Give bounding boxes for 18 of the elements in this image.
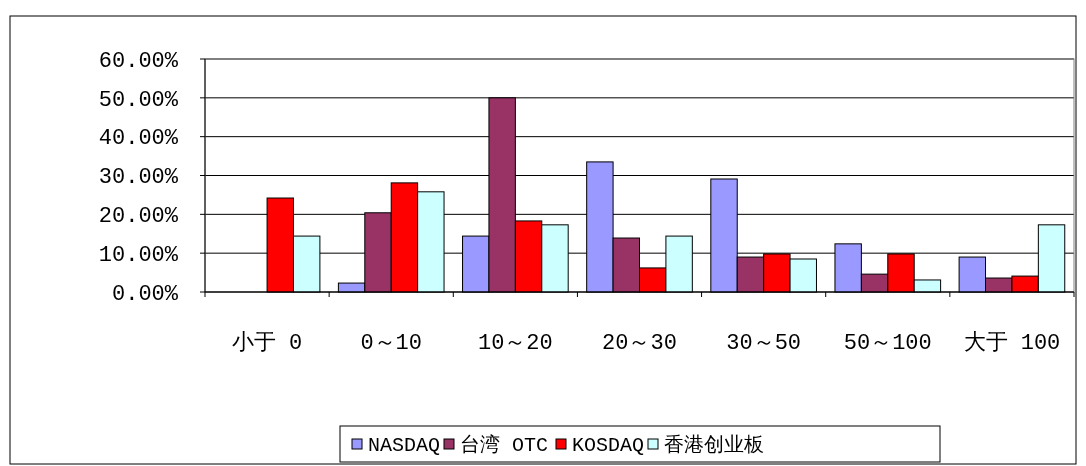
x-tick-label: 小于 0 <box>231 330 303 356</box>
y-tick-label: 50.00% <box>98 87 179 113</box>
y-tick-label: 20.00% <box>98 204 179 230</box>
x-tick-label: 0～10 <box>360 331 423 356</box>
legend-label: NASDAQ <box>368 434 441 457</box>
x-tick-label: 10～20 <box>477 331 553 356</box>
x-tick-label: 30～50 <box>726 331 802 356</box>
x-tick-label: 20～30 <box>602 331 677 356</box>
y-tick-label: 40.00% <box>98 126 179 152</box>
x-tick-label: 大于 100 <box>963 330 1061 356</box>
y-tick-label: 60.00% <box>98 48 179 74</box>
legend-label: 香港创业板 <box>664 434 764 457</box>
legend-label: 台湾 OTC <box>460 434 549 457</box>
legend-label: KOSDAQ <box>572 434 645 457</box>
y-tick-label: 10.00% <box>98 242 179 268</box>
x-tick-label: 50～100 <box>843 331 932 356</box>
y-tick-label: 30.00% <box>98 165 179 191</box>
y-tick-label: 0.00% <box>111 281 179 307</box>
